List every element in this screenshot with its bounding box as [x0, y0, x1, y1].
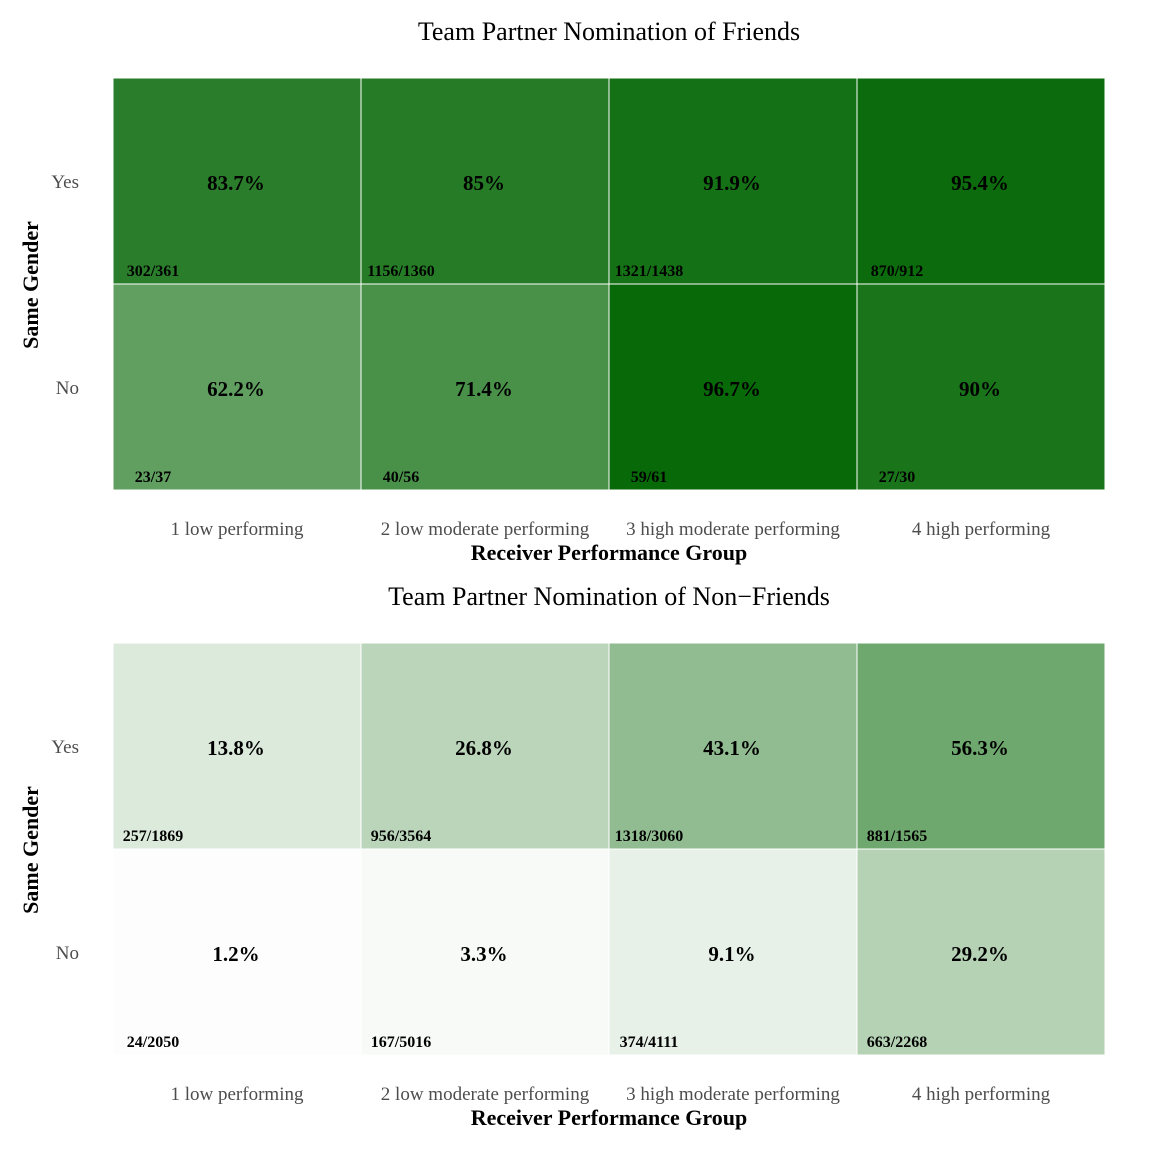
heatmap-cell — [360, 283, 610, 491]
x-tick-label: 4 high performing — [912, 1084, 1051, 1105]
cell-count-label: 59/61 — [631, 469, 667, 486]
y-tick-label: No — [56, 943, 79, 964]
cell-percent-label: 62.2% — [207, 377, 265, 401]
cell-percent-label: 26.8% — [455, 736, 513, 760]
heatmap-cell — [608, 283, 858, 491]
cell-count-label: 302/361 — [127, 263, 179, 280]
x-tick-label: 2 low moderate performing — [381, 519, 590, 540]
cell-percent-label: 71.4% — [455, 377, 513, 401]
cell-percent-label: 95.4% — [951, 171, 1009, 195]
cell-percent-label: 13.8% — [207, 736, 265, 760]
cell-count-label: 24/2050 — [127, 1034, 179, 1051]
y-axis-title: Same Gender — [18, 786, 43, 914]
x-tick-label: 1 low performing — [171, 519, 304, 540]
cell-percent-label: 56.3% — [951, 736, 1009, 760]
cell-percent-label: 3.3% — [460, 942, 507, 966]
cell-count-label: 956/3564 — [371, 828, 431, 845]
heatmap-cell — [360, 642, 610, 850]
cell-percent-label: 9.1% — [708, 942, 755, 966]
x-tick-label: 3 high moderate performing — [626, 1084, 840, 1105]
cell-percent-label: 96.7% — [703, 377, 761, 401]
cell-count-label: 1321/1438 — [615, 263, 683, 280]
cell-count-label: 663/2268 — [867, 1034, 927, 1051]
y-axis-title: Same Gender — [18, 221, 43, 349]
cell-count-label: 374/4111 — [620, 1034, 679, 1051]
cell-percent-label: 29.2% — [951, 942, 1009, 966]
cell-count-label: 167/5016 — [371, 1034, 431, 1051]
heatmap-cell — [856, 283, 1106, 491]
y-tick-label: Yes — [51, 172, 79, 193]
cell-count-label: 1318/3060 — [615, 828, 683, 845]
heatmap-cell — [360, 77, 610, 285]
y-tick-label: Yes — [51, 737, 79, 758]
heatmap-cell — [112, 283, 362, 491]
x-axis-title: Receiver Performance Group — [471, 540, 748, 565]
cell-percent-label: 83.7% — [207, 171, 265, 195]
cell-count-label: 881/1565 — [867, 828, 927, 845]
x-tick-label: 2 low moderate performing — [381, 1084, 590, 1105]
cell-count-label: 40/56 — [383, 469, 419, 486]
cell-percent-label: 43.1% — [703, 736, 761, 760]
cell-percent-label: 85% — [463, 171, 505, 195]
cell-percent-label: 91.9% — [703, 171, 761, 195]
cell-count-label: 870/912 — [871, 263, 923, 280]
cell-count-label: 27/30 — [879, 469, 915, 486]
y-tick-label: No — [56, 378, 79, 399]
heatmap-cell — [112, 77, 362, 285]
x-axis-title: Receiver Performance Group — [471, 1105, 748, 1130]
heatmap-cell — [360, 848, 610, 1056]
x-tick-label: 3 high moderate performing — [626, 519, 840, 540]
heatmap-cell — [856, 848, 1106, 1056]
cell-count-label: 23/37 — [135, 469, 171, 486]
cell-percent-label: 90% — [959, 377, 1001, 401]
chart-title: Team Partner Nomination of Non−Friends — [388, 582, 830, 611]
x-tick-label: 4 high performing — [912, 519, 1051, 540]
heatmap-cell — [608, 848, 858, 1056]
chart-title: Team Partner Nomination of Friends — [418, 17, 800, 46]
heatmap-cell — [856, 77, 1106, 285]
x-tick-label: 1 low performing — [171, 1084, 304, 1105]
heatmap-cell — [112, 848, 362, 1056]
heatmap-cell — [856, 642, 1106, 850]
cell-count-label: 1156/1360 — [367, 263, 435, 280]
heatmap-cell — [608, 77, 858, 285]
cell-count-label: 257/1869 — [123, 828, 183, 845]
cell-percent-label: 1.2% — [212, 942, 259, 966]
